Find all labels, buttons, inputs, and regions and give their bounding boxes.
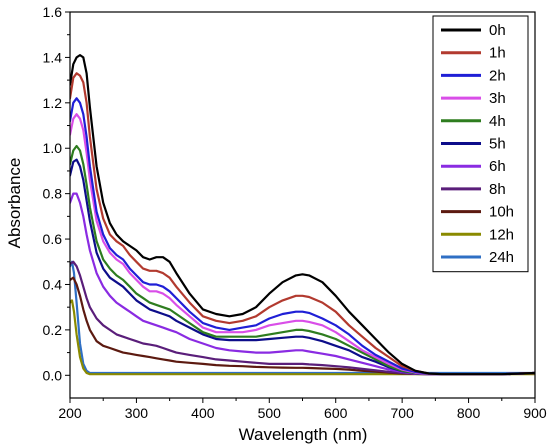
series-line-5h bbox=[70, 158, 535, 376]
legend-label-3h: 3h bbox=[489, 90, 506, 107]
y-tick-label: 1.6 bbox=[43, 4, 63, 20]
x-tick-label: 200 bbox=[58, 405, 82, 421]
x-tick-label: 300 bbox=[125, 405, 149, 421]
legend-label-6h: 6h bbox=[489, 158, 506, 175]
series-line-1h bbox=[70, 72, 535, 376]
legend-label-4h: 4h bbox=[489, 113, 506, 130]
y-tick-label: 1.2 bbox=[43, 95, 63, 111]
x-tick-label: 800 bbox=[457, 405, 481, 421]
legend-label-5h: 5h bbox=[489, 136, 506, 153]
x-axis-title: Wavelength (nm) bbox=[239, 425, 368, 444]
legend-label-1h: 1h bbox=[489, 45, 506, 62]
series-line-0h bbox=[70, 53, 535, 376]
y-tick-label: 0.6 bbox=[43, 231, 63, 247]
legend-label-0h: 0h bbox=[489, 22, 506, 39]
series-line-8h bbox=[70, 260, 535, 376]
series-line-4h bbox=[70, 144, 535, 376]
legend-label-2h: 2h bbox=[489, 67, 506, 84]
x-tick-label: 700 bbox=[390, 405, 414, 421]
series-line-10h bbox=[70, 276, 535, 376]
legend-label-24h: 24h bbox=[489, 249, 514, 266]
x-tick-label: 500 bbox=[258, 405, 282, 421]
x-tick-label: 900 bbox=[523, 405, 547, 421]
y-tick-label: 1.4 bbox=[43, 49, 63, 65]
legend-label-10h: 10h bbox=[489, 204, 514, 221]
series-lines bbox=[70, 53, 535, 376]
series-line-2h bbox=[70, 97, 535, 376]
y-axis-title: Absorbance bbox=[5, 158, 24, 249]
x-tick-label: 400 bbox=[191, 405, 215, 421]
y-tick-label: 0.4 bbox=[43, 276, 63, 292]
y-tick-label: 1.0 bbox=[43, 140, 63, 156]
y-tick-label: 0.0 bbox=[43, 367, 63, 383]
legend-label-8h: 8h bbox=[489, 181, 506, 198]
legend-label-12h: 12h bbox=[489, 226, 514, 243]
series-line-3h bbox=[70, 113, 535, 376]
y-tick-label: 0.2 bbox=[43, 322, 63, 338]
legend: 0h 1h 2h 3h 4h 5h 6h 8h 10h 12h 24h bbox=[432, 15, 529, 273]
x-tick-label: 600 bbox=[324, 405, 348, 421]
y-tick-label: 0.8 bbox=[43, 186, 63, 202]
series-line-6h bbox=[70, 192, 535, 376]
